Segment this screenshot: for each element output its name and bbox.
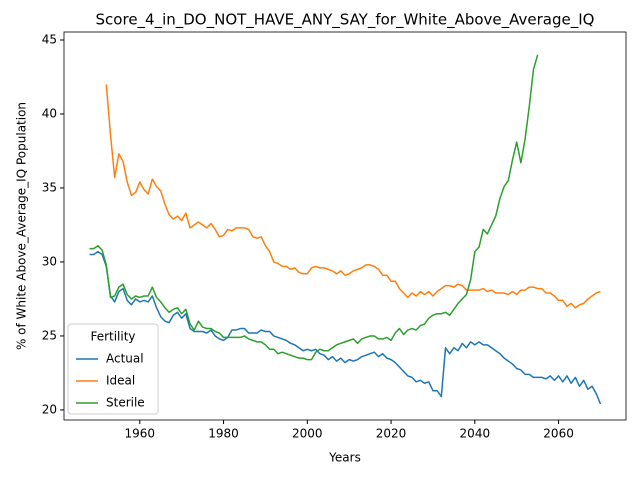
series-line xyxy=(89,54,539,361)
x-axis-label: Years xyxy=(328,451,361,465)
y-tick-label: 30 xyxy=(42,254,57,268)
x-tick-label: 2000 xyxy=(292,427,323,441)
y-tick-label: 45 xyxy=(42,32,57,46)
plot-frame xyxy=(63,31,627,421)
x-tick-label: 2040 xyxy=(460,427,491,441)
series-line xyxy=(105,84,601,309)
y-tick-label: 40 xyxy=(42,106,57,120)
legend-label: Actual xyxy=(106,352,144,366)
x-tick-label: 2060 xyxy=(543,427,574,441)
x-tick-label: 1980 xyxy=(208,427,239,441)
y-tick-label: 35 xyxy=(42,180,57,194)
chart-title: Score_4_in_DO_NOT_HAVE_ANY_SAY_for_White… xyxy=(96,11,595,30)
series-line xyxy=(89,250,602,405)
legend-title: Fertility xyxy=(90,330,135,344)
x-tick-label: 2020 xyxy=(376,427,407,441)
legend-label: Ideal xyxy=(106,374,135,388)
y-tick-label: 20 xyxy=(42,402,57,416)
y-tick-label: 25 xyxy=(42,328,57,342)
legend-label: Sterile xyxy=(106,396,145,410)
legend-box xyxy=(67,323,159,415)
y-axis-label: % of White Above_Average_IQ Population xyxy=(15,102,29,350)
x-tick-label: 1960 xyxy=(125,427,156,441)
